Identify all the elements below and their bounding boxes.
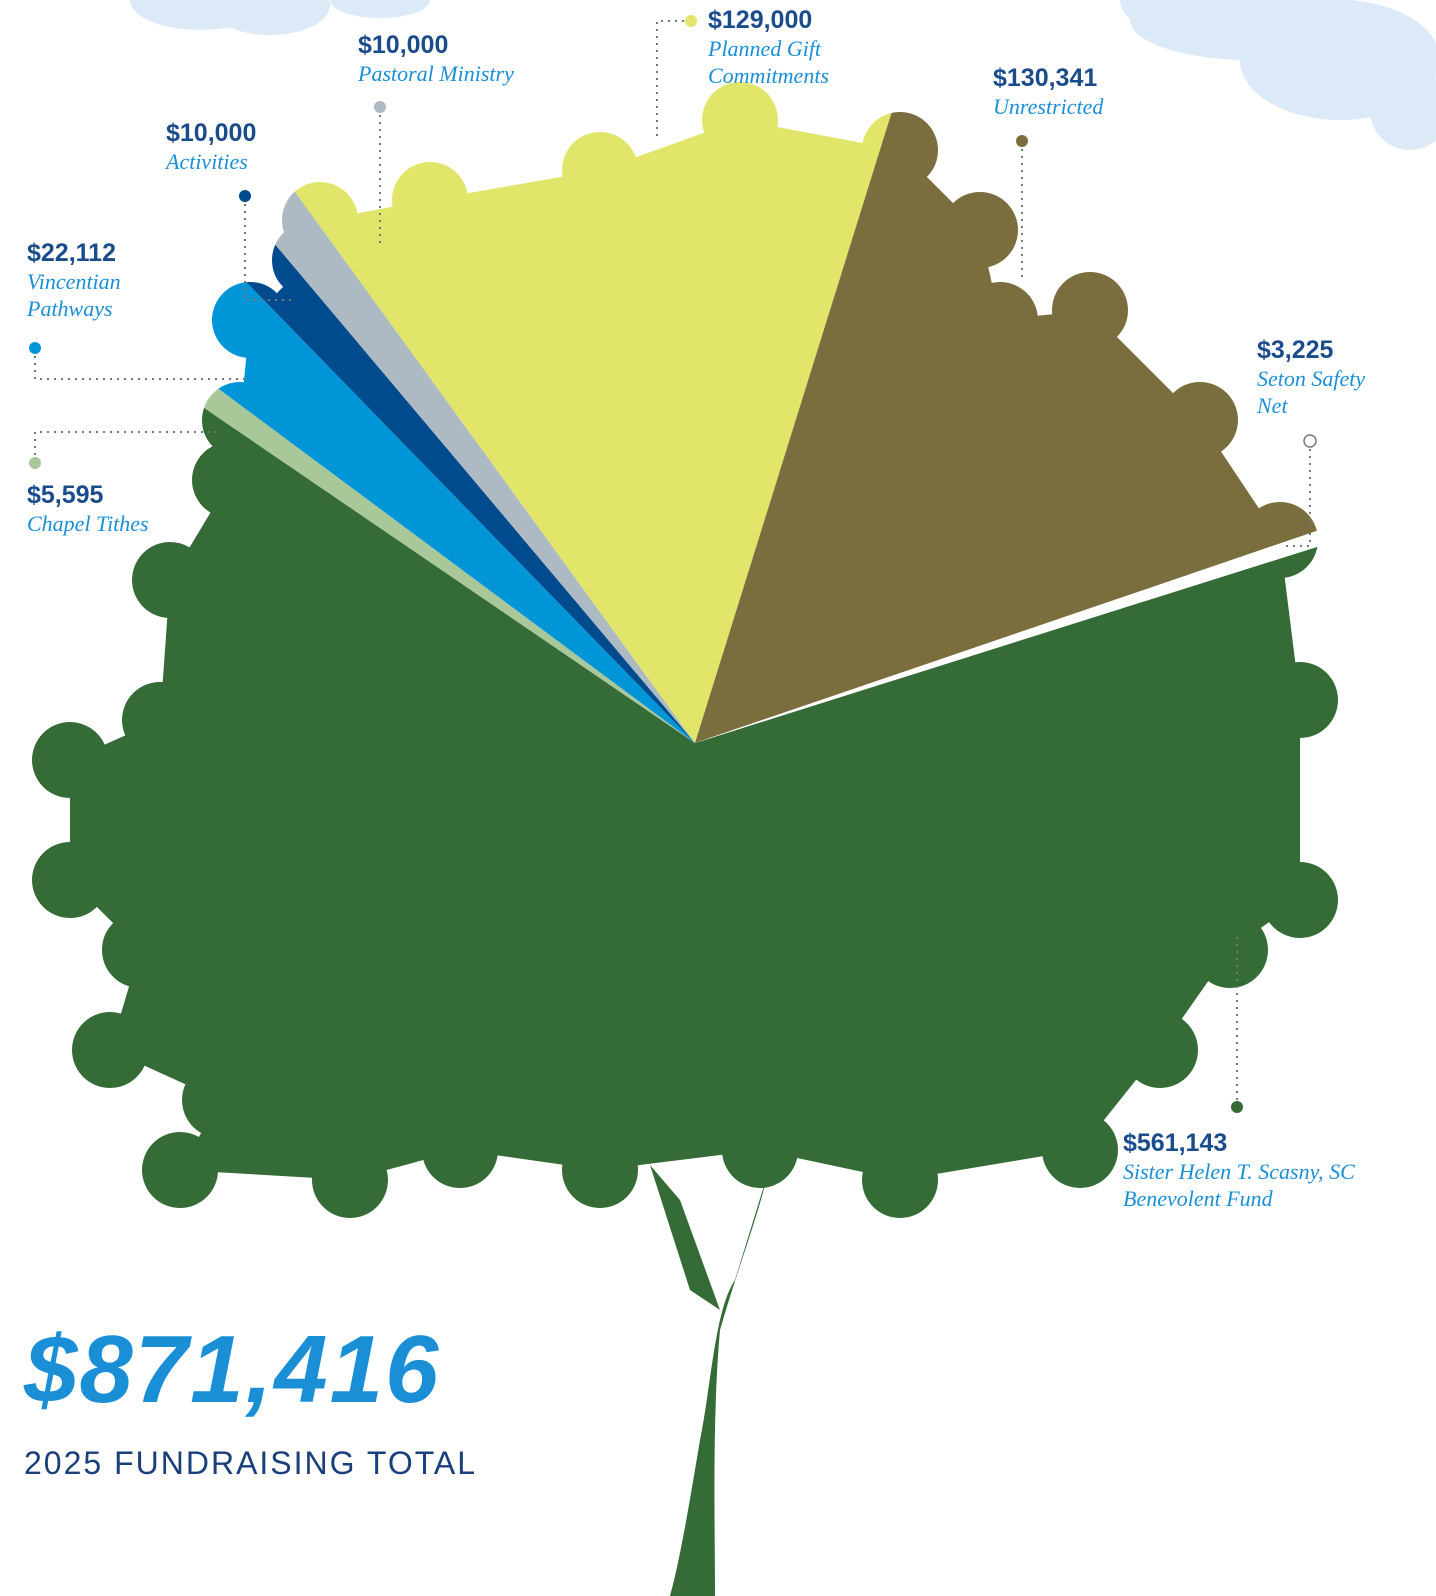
category-label: Pastoral Ministry xyxy=(358,60,578,87)
leader-line xyxy=(657,21,684,140)
legend-dot xyxy=(1016,135,1028,147)
value-label: $129,000 xyxy=(708,5,878,35)
category-label: Chapel Tithes xyxy=(27,510,227,537)
value-label: $22,112 xyxy=(27,238,157,268)
value-label: $10,000 xyxy=(166,118,366,148)
category-label: Planned Gift Commitments xyxy=(708,35,878,89)
legend-dot xyxy=(1304,435,1316,447)
leader-line xyxy=(35,432,222,455)
value-label: $561,143 xyxy=(1123,1128,1423,1158)
page: {"chart_data": {"type": "pie", "categori… xyxy=(0,0,1436,1596)
legend-dot xyxy=(1231,1101,1243,1113)
legend-dot xyxy=(239,190,251,202)
category-label: Unrestricted xyxy=(993,93,1193,120)
value-label: $10,000 xyxy=(358,30,578,60)
category-label: Seton Safety Net xyxy=(1257,365,1377,419)
value-label: $3,225 xyxy=(1257,335,1377,365)
legend-dot xyxy=(29,457,41,469)
subtitle: 2025 FUNDRAISING TOTAL xyxy=(24,1445,477,1482)
legend-dot xyxy=(29,342,41,354)
legend-dot xyxy=(685,15,697,27)
value-label: $5,595 xyxy=(27,480,227,510)
total: $871,416 xyxy=(24,1315,440,1425)
value-label: $130,341 xyxy=(993,63,1193,93)
legend-dot xyxy=(374,101,386,113)
category-label: Activities xyxy=(166,148,366,175)
leader-line xyxy=(35,356,245,379)
pie xyxy=(0,0,1436,1543)
category-label: Sister Helen T. Scasny, SC Benevolent Fu… xyxy=(1123,1158,1423,1212)
category-label: Vincentian Pathways xyxy=(27,268,157,322)
